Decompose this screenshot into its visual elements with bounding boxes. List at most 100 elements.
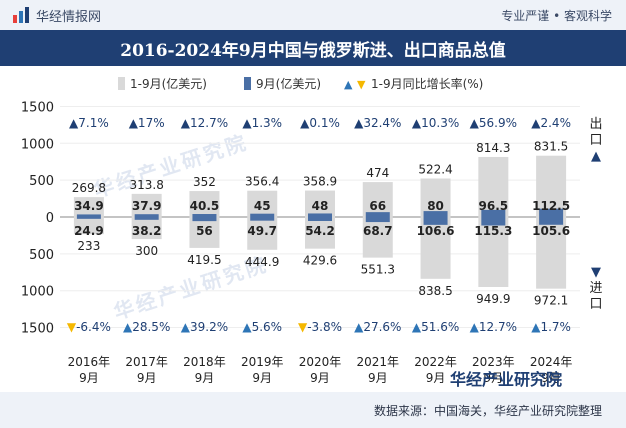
bar-import-cumulative [478,217,509,288]
data-label-export-month: 80 [427,199,444,213]
data-label-export-month: 66 [369,199,386,213]
bar-export-month [134,214,159,217]
growth-label-export: ▲12.7% [181,116,228,130]
legend-down-triangle-icon: ▼ [357,78,366,91]
data-label-export-cumulative: 352 [193,175,216,189]
growth-label-import: ▲27.6% [354,320,401,334]
x-tick-label: 9月 [310,371,330,385]
x-tick-label: 2021年 [357,355,400,369]
data-label-export-month: 37.9 [132,199,162,213]
growth-label-export: ▲0.1% [300,116,340,130]
title-band [0,30,626,66]
bar-export-month [423,211,448,217]
bar-import-cumulative [362,217,393,258]
bar-export-cumulative [420,178,451,217]
bar-import-month [134,217,159,220]
import-side-label: ▼进口 [589,265,602,312]
bar-import-cumulative [189,217,220,248]
bar-import-month [539,217,564,225]
bar-export-cumulative [478,156,509,217]
bar-export-cumulative [73,197,104,217]
x-tick-label: 2016年 [68,355,111,369]
data-label-import-month: 68.7 [363,224,393,238]
growth-label-export: ▲32.4% [354,116,401,130]
bar-export-cumulative [247,190,278,217]
x-tick-label: 9月 [368,371,388,385]
bar-import-cumulative [420,217,451,279]
y-tick-label: 1500 [21,100,54,115]
data-label-import-month: 49.7 [247,224,277,238]
data-label-export-month: 48 [312,199,329,213]
x-tick-label: 2020年 [299,355,342,369]
growth-label-import: ▲12.7% [470,320,517,334]
growth-label-import: ▲28.5% [123,320,170,334]
legend-label-cumulative: 1-9月(亿美元) [130,76,207,91]
bar-export-cumulative [131,193,162,217]
y-tick-label: 0 [46,211,54,226]
bar-export-month [76,214,101,217]
growth-label-export: ▲7.1% [69,116,109,130]
growth-label-export: ▲1.3% [242,116,282,130]
data-label-import-month: 106.6 [417,224,455,238]
chart-title: 2016-2024年9月中国与俄罗斯进、出口商品总值 [120,41,506,61]
bar-import-month [423,217,448,225]
legend-label-month: 9月(亿美元) [256,76,321,91]
data-label-import-month: 54.2 [305,224,335,238]
y-tick-label: 1500 [21,322,54,337]
data-label-import-cumulative: 551.3 [361,263,395,277]
data-label-import-month: 56 [196,224,213,238]
bar-import-month [308,217,332,221]
data-label-export-month: 45 [254,199,271,213]
bar-import-cumulative [536,217,567,289]
y-tick-label: 500 [29,174,54,189]
export-side-label: 出口▲ [589,117,602,164]
growth-label-import: ▲39.2% [181,320,228,334]
slogan: 专业严谨 • 客观科学 [501,9,612,23]
x-tick-label: 9月 [79,371,99,385]
data-label-export-cumulative: 269.8 [72,181,106,195]
x-tick-label: 9月 [484,371,504,385]
data-label-import-cumulative: 444.9 [245,255,279,269]
x-tick-label: 9月 [541,371,561,385]
bar-import-month [365,217,390,223]
bar-export-cumulative [189,191,220,217]
bar-import-cumulative [73,217,104,235]
y-tick-label: 500 [29,248,54,263]
growth-label-import: ▼-6.4% [67,320,111,334]
growth-label-export: ▲56.9% [470,116,517,130]
bar-export-month [250,213,275,217]
bar-import-month [250,217,275,221]
y-tick-label: 1000 [21,137,54,152]
growth-label-export: ▲17% [129,116,165,130]
data-source: 数据来源：中国海关，华经产业研究院整理 [373,404,602,418]
bar-export-month [539,208,564,217]
legend-up-triangle-icon: ▲ [344,78,353,91]
data-label-import-cumulative: 949.9 [476,292,510,306]
legend: 1-9月(亿美元) 9月(亿美元) ▲ ▼ 1-9月同比增长率(%) [118,76,483,91]
bar-import-cumulative [305,217,335,249]
data-label-import-month: 115.3 [474,224,512,238]
data-label-import-month: 24.9 [74,224,104,238]
brand-logo-icon [13,7,29,23]
growth-label-import: ▲5.6% [242,320,282,334]
data-label-export-cumulative: 831.5 [534,140,568,154]
x-tick-label: 9月 [252,371,272,385]
x-tick-label: 2023年 [472,355,515,369]
chart-area: 1-9月(亿美元) 9月(亿美元) ▲ ▼ 1-9月同比增长率(%) 269.8… [21,76,603,385]
data-label-export-month: 96.5 [479,199,509,213]
bar-export-cumulative [536,155,567,217]
bar-import-month [192,217,217,222]
legend-swatch-cumulative [118,77,125,90]
data-label-export-month: 40.5 [190,199,220,213]
data-label-export-cumulative: 474 [366,166,389,180]
bar-export-cumulative [305,190,335,217]
x-tick-label: 2018年 [183,355,226,369]
data-label-export-cumulative: 356.4 [245,175,279,189]
x-tick-label: 2017年 [125,355,168,369]
bar-export-month [192,214,217,217]
data-label-import-cumulative: 838.5 [418,284,452,298]
growth-label-export: ▲2.4% [531,116,571,130]
bar-export-month [365,212,390,217]
bar-export-cumulative [362,182,393,217]
bar-import-month [481,217,506,226]
